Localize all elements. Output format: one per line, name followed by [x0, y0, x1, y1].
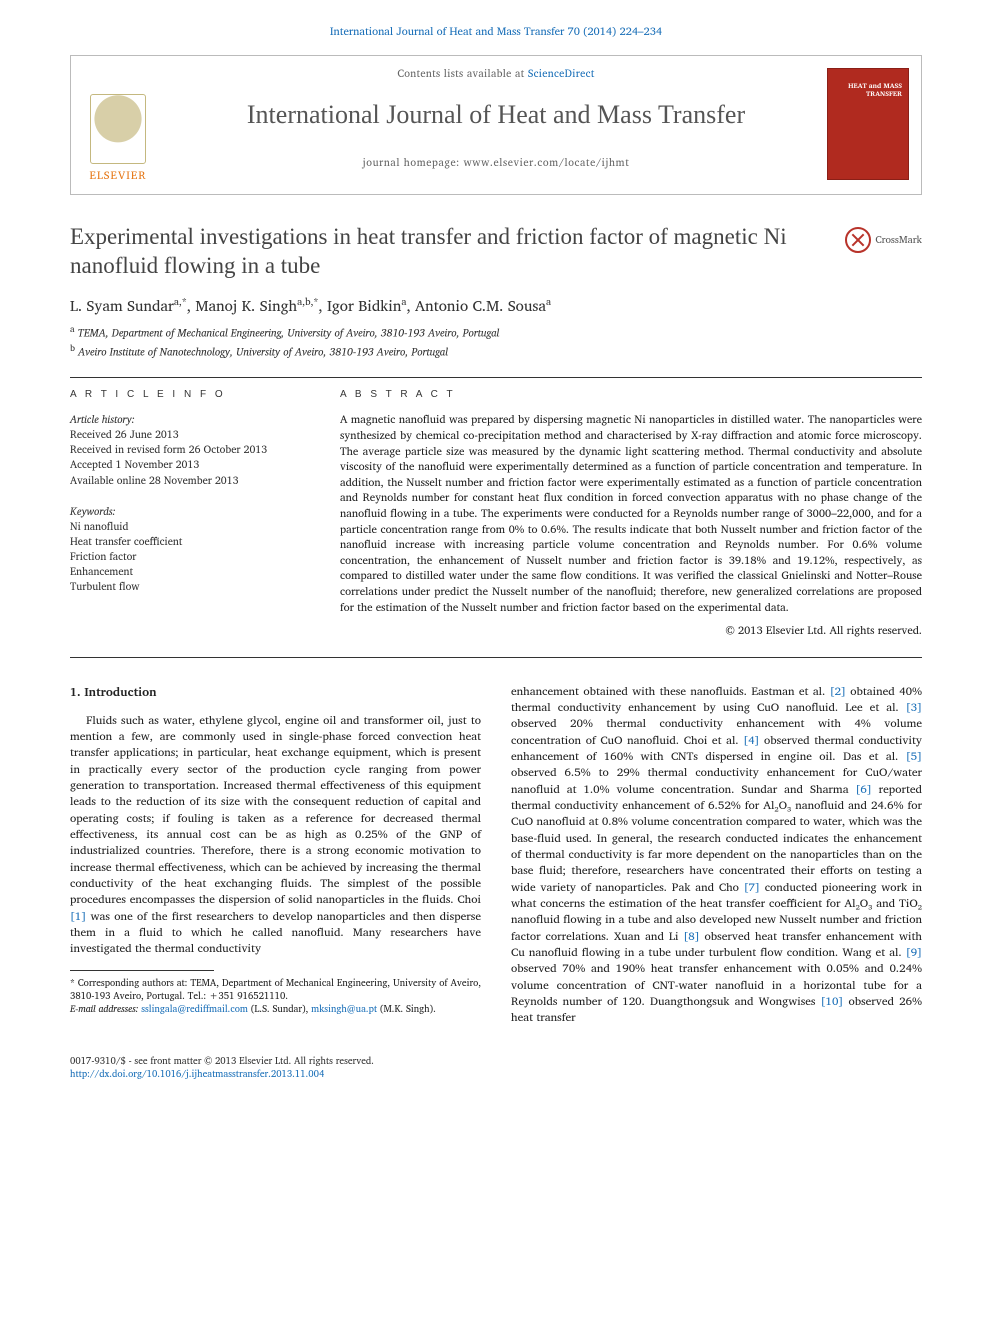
- page-footer: 0017-9310/$ - see front matter © 2013 El…: [0, 1047, 992, 1098]
- email-link-1[interactable]: sslingala@rediffmail.com: [141, 1002, 248, 1017]
- citation-link[interactable]: [10]: [821, 992, 844, 1011]
- elsevier-logo[interactable]: ELSEVIER: [83, 68, 153, 183]
- intro-para-right: enhancement obtained with these nanoflui…: [511, 684, 922, 1027]
- article: Experimental investigations in heat tran…: [0, 213, 992, 1046]
- abstract-text: A magnetic nanofluid was prepared by dis…: [340, 412, 922, 615]
- citation-link[interactable]: [2]: [830, 682, 846, 701]
- body-left-column: 1. Introduction Fluids such as water, et…: [70, 684, 481, 1027]
- citation-link[interactable]: [7]: [744, 878, 760, 897]
- crossmark-label: CrossMark: [875, 233, 922, 247]
- elsevier-tree-icon: [90, 94, 146, 164]
- doi-link[interactable]: http://dx.doi.org/10.1016/j.ijheatmasstr…: [70, 1067, 324, 1082]
- email-link-2[interactable]: mksingh@ua.pt: [311, 1002, 377, 1017]
- citation-link[interactable]: [1]: [70, 907, 86, 926]
- article-info-heading: A R T I C L E I N F O: [70, 388, 300, 402]
- rule-top: [70, 377, 922, 378]
- citation-link[interactable]: [4]: [743, 731, 759, 750]
- elsevier-label: ELSEVIER: [90, 168, 147, 183]
- citation-link[interactable]: [9]: [906, 943, 922, 962]
- journal-cover-thumb[interactable]: HEAT and MASS TRANSFER: [827, 68, 909, 180]
- citation-link[interactable]: [6]: [856, 780, 872, 799]
- rule-bottom: [70, 657, 922, 658]
- body-right-column: enhancement obtained with these nanoflui…: [511, 684, 922, 1027]
- crossmark-icon: [845, 227, 871, 253]
- page-citation: International Journal of Heat and Mass T…: [0, 0, 992, 47]
- abstract-heading: A B S T R A C T: [340, 388, 922, 402]
- lists-available: Contents lists available at ScienceDirec…: [71, 56, 921, 81]
- crossmark-badge[interactable]: CrossMark: [845, 227, 922, 253]
- citation-link[interactable]: [8]: [683, 927, 699, 946]
- email-who-1: (L.S. Sundar),: [251, 1002, 309, 1017]
- corresponding-note: * Corresponding authors at: TEMA, Depart…: [70, 977, 481, 1017]
- footer-copyright: 0017-9310/$ - see front matter © 2013 El…: [70, 1055, 374, 1068]
- email-who-2: (M.K. Singh).: [380, 1002, 436, 1017]
- affiliations: a TEMA, Department of Mechanical Enginee…: [70, 322, 922, 359]
- citation-link[interactable]: International Journal of Heat and Mass T…: [330, 22, 662, 40]
- section-heading: 1. Introduction: [70, 684, 481, 701]
- journal-masthead: ELSEVIER Contents lists available at Sci…: [70, 55, 922, 195]
- corresp-text: * Corresponding authors at: TEMA, Depart…: [70, 977, 481, 1004]
- journal-homepage[interactable]: journal homepage: www.elsevier.com/locat…: [71, 133, 921, 170]
- email-label: E-mail addresses:: [70, 1002, 138, 1017]
- keywords-lines: Ni nanofluidHeat transfer coefficientFri…: [70, 519, 300, 595]
- history-lines: Received 26 June 2013Received in revised…: [70, 427, 300, 488]
- author-list: L. Syam Sundara,*, Manoj K. Singha,b,*, …: [70, 295, 922, 316]
- intro-para-left: Fluids such as water, ethylene glycol, e…: [70, 713, 481, 958]
- abstract: A B S T R A C T A magnetic nanofluid was…: [340, 388, 922, 638]
- article-title: Experimental investigations in heat tran…: [70, 223, 825, 281]
- citation-link[interactable]: [5]: [906, 747, 922, 766]
- cover-title: HEAT and MASS TRANSFER: [828, 69, 908, 98]
- sciencedirect-link[interactable]: ScienceDirect: [528, 64, 595, 82]
- lists-available-prefix: Contents lists available at: [397, 64, 527, 82]
- abstract-copyright: © 2013 Elsevier Ltd. All rights reserved…: [340, 623, 922, 638]
- footnote-divider: [70, 970, 214, 971]
- citation-link[interactable]: [3]: [906, 698, 922, 717]
- body-columns: 1. Introduction Fluids such as water, et…: [70, 684, 922, 1027]
- article-info: A R T I C L E I N F O Article history: R…: [70, 388, 300, 638]
- journal-name: International Journal of Heat and Mass T…: [71, 81, 921, 133]
